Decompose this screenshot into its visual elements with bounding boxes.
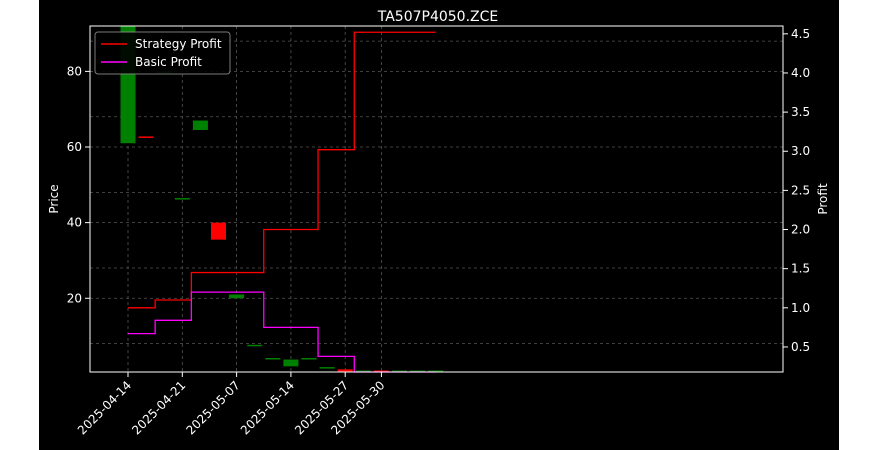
right-tick-label: 4.0 xyxy=(791,66,810,80)
left-tick-label: 80 xyxy=(67,64,82,78)
candle xyxy=(174,198,190,200)
legend-label-strategy-profit: Strategy Profit xyxy=(135,37,222,51)
right-axis: 0.5 1.0 1.5 2.0 2.5 3.0 3.5 4.0 4.5 xyxy=(783,27,810,354)
candle xyxy=(373,370,389,372)
candle xyxy=(319,367,335,369)
candle xyxy=(192,120,208,130)
right-tick-label: 1.5 xyxy=(791,262,810,276)
left-tick-label: 60 xyxy=(67,140,82,154)
right-tick-label: 2.0 xyxy=(791,223,810,237)
candle xyxy=(410,370,426,372)
left-axis-label: Price xyxy=(47,184,61,213)
right-tick-label: 0.5 xyxy=(791,340,810,354)
left-tick-label: 20 xyxy=(67,291,82,305)
candle xyxy=(392,370,407,372)
left-tick-label: 40 xyxy=(67,216,82,230)
right-tick-label: 2.5 xyxy=(791,183,810,197)
right-tick-label: 1.0 xyxy=(791,301,810,315)
candle xyxy=(247,344,263,347)
right-tick-label: 3.5 xyxy=(791,105,810,119)
series-line-strategy-profit xyxy=(128,31,436,309)
candle xyxy=(211,222,226,240)
candle xyxy=(301,358,317,360)
candle xyxy=(337,369,353,372)
candle xyxy=(283,359,299,367)
legend: Strategy Profit Basic Profit xyxy=(94,31,231,75)
candle xyxy=(229,294,245,299)
candle xyxy=(355,370,371,372)
candle xyxy=(265,358,281,360)
candle xyxy=(428,370,444,372)
right-axis-label: Profit xyxy=(816,183,830,215)
plot-frame xyxy=(89,25,784,373)
figure-background xyxy=(39,0,839,450)
right-tick-label: 3.0 xyxy=(791,144,810,158)
legend-box xyxy=(94,31,231,75)
left-axis: 20 40 60 80 xyxy=(67,64,90,305)
right-tick-label: 4.5 xyxy=(791,27,810,41)
legend-label-basic-profit: Basic Profit xyxy=(135,55,202,69)
candle xyxy=(138,136,154,138)
chart-title: TA507P4050.ZCE xyxy=(377,9,499,25)
